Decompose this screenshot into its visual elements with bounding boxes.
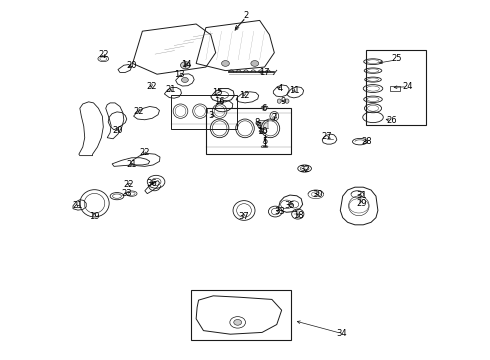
Text: 1: 1: [257, 122, 262, 131]
Text: 28: 28: [362, 137, 372, 146]
Text: 9: 9: [280, 96, 286, 105]
Ellipse shape: [261, 106, 268, 109]
Ellipse shape: [277, 99, 281, 103]
Text: 24: 24: [402, 82, 413, 91]
Text: 6: 6: [261, 104, 266, 113]
Ellipse shape: [261, 145, 268, 148]
Ellipse shape: [285, 99, 289, 103]
Text: 27: 27: [322, 132, 332, 141]
Text: 17: 17: [259, 68, 270, 77]
Text: 29: 29: [356, 199, 367, 208]
Text: 22: 22: [98, 50, 109, 59]
Text: 5: 5: [262, 137, 267, 146]
Text: 19: 19: [89, 212, 100, 221]
Text: 33: 33: [274, 207, 285, 216]
Circle shape: [180, 62, 190, 69]
Text: 13: 13: [174, 71, 185, 80]
Text: 25: 25: [391, 54, 402, 63]
Text: 15: 15: [212, 87, 223, 96]
Text: 36: 36: [146, 179, 157, 188]
Text: 21: 21: [73, 201, 83, 210]
Text: 11: 11: [289, 86, 299, 95]
Bar: [366, 50, 426, 126]
Text: 32: 32: [299, 165, 310, 174]
Bar: [191, 290, 292, 339]
Text: 22: 22: [123, 180, 134, 189]
Text: 21: 21: [166, 85, 176, 94]
Text: 22: 22: [146, 82, 156, 91]
Circle shape: [251, 60, 259, 66]
Text: 22: 22: [133, 107, 144, 116]
Text: 35: 35: [285, 201, 295, 210]
Text: 14: 14: [181, 60, 192, 69]
Text: 8: 8: [254, 118, 260, 127]
Text: 7: 7: [271, 113, 277, 122]
Text: 16: 16: [214, 97, 225, 106]
Text: 20: 20: [113, 126, 123, 135]
Text: 10: 10: [257, 127, 268, 136]
Text: 12: 12: [239, 90, 249, 99]
Text: 22: 22: [139, 148, 149, 157]
Text: 30: 30: [312, 190, 322, 199]
Text: 21: 21: [126, 161, 137, 170]
Text: 2: 2: [244, 11, 248, 20]
Text: 18: 18: [294, 211, 304, 220]
Text: 31: 31: [356, 190, 367, 199]
Text: 26: 26: [386, 116, 397, 125]
Bar: [390, 86, 400, 91]
Text: 23: 23: [122, 189, 132, 198]
Circle shape: [181, 77, 188, 82]
Circle shape: [234, 319, 242, 325]
Text: 3: 3: [208, 111, 214, 120]
Text: 34: 34: [337, 329, 347, 338]
Circle shape: [221, 60, 229, 66]
Text: 4: 4: [277, 84, 283, 93]
Text: 37: 37: [239, 212, 249, 221]
Text: 20: 20: [126, 62, 137, 71]
